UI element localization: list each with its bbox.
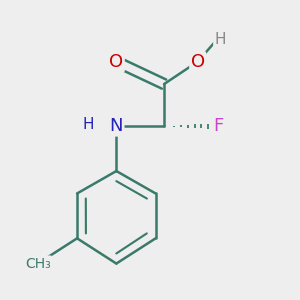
Text: CH₃: CH₃ xyxy=(25,256,51,271)
Text: F: F xyxy=(214,117,224,135)
Text: H: H xyxy=(82,117,94,132)
Text: H: H xyxy=(214,32,226,47)
Text: O: O xyxy=(190,53,205,71)
Text: N: N xyxy=(110,117,123,135)
Text: O: O xyxy=(109,53,123,71)
